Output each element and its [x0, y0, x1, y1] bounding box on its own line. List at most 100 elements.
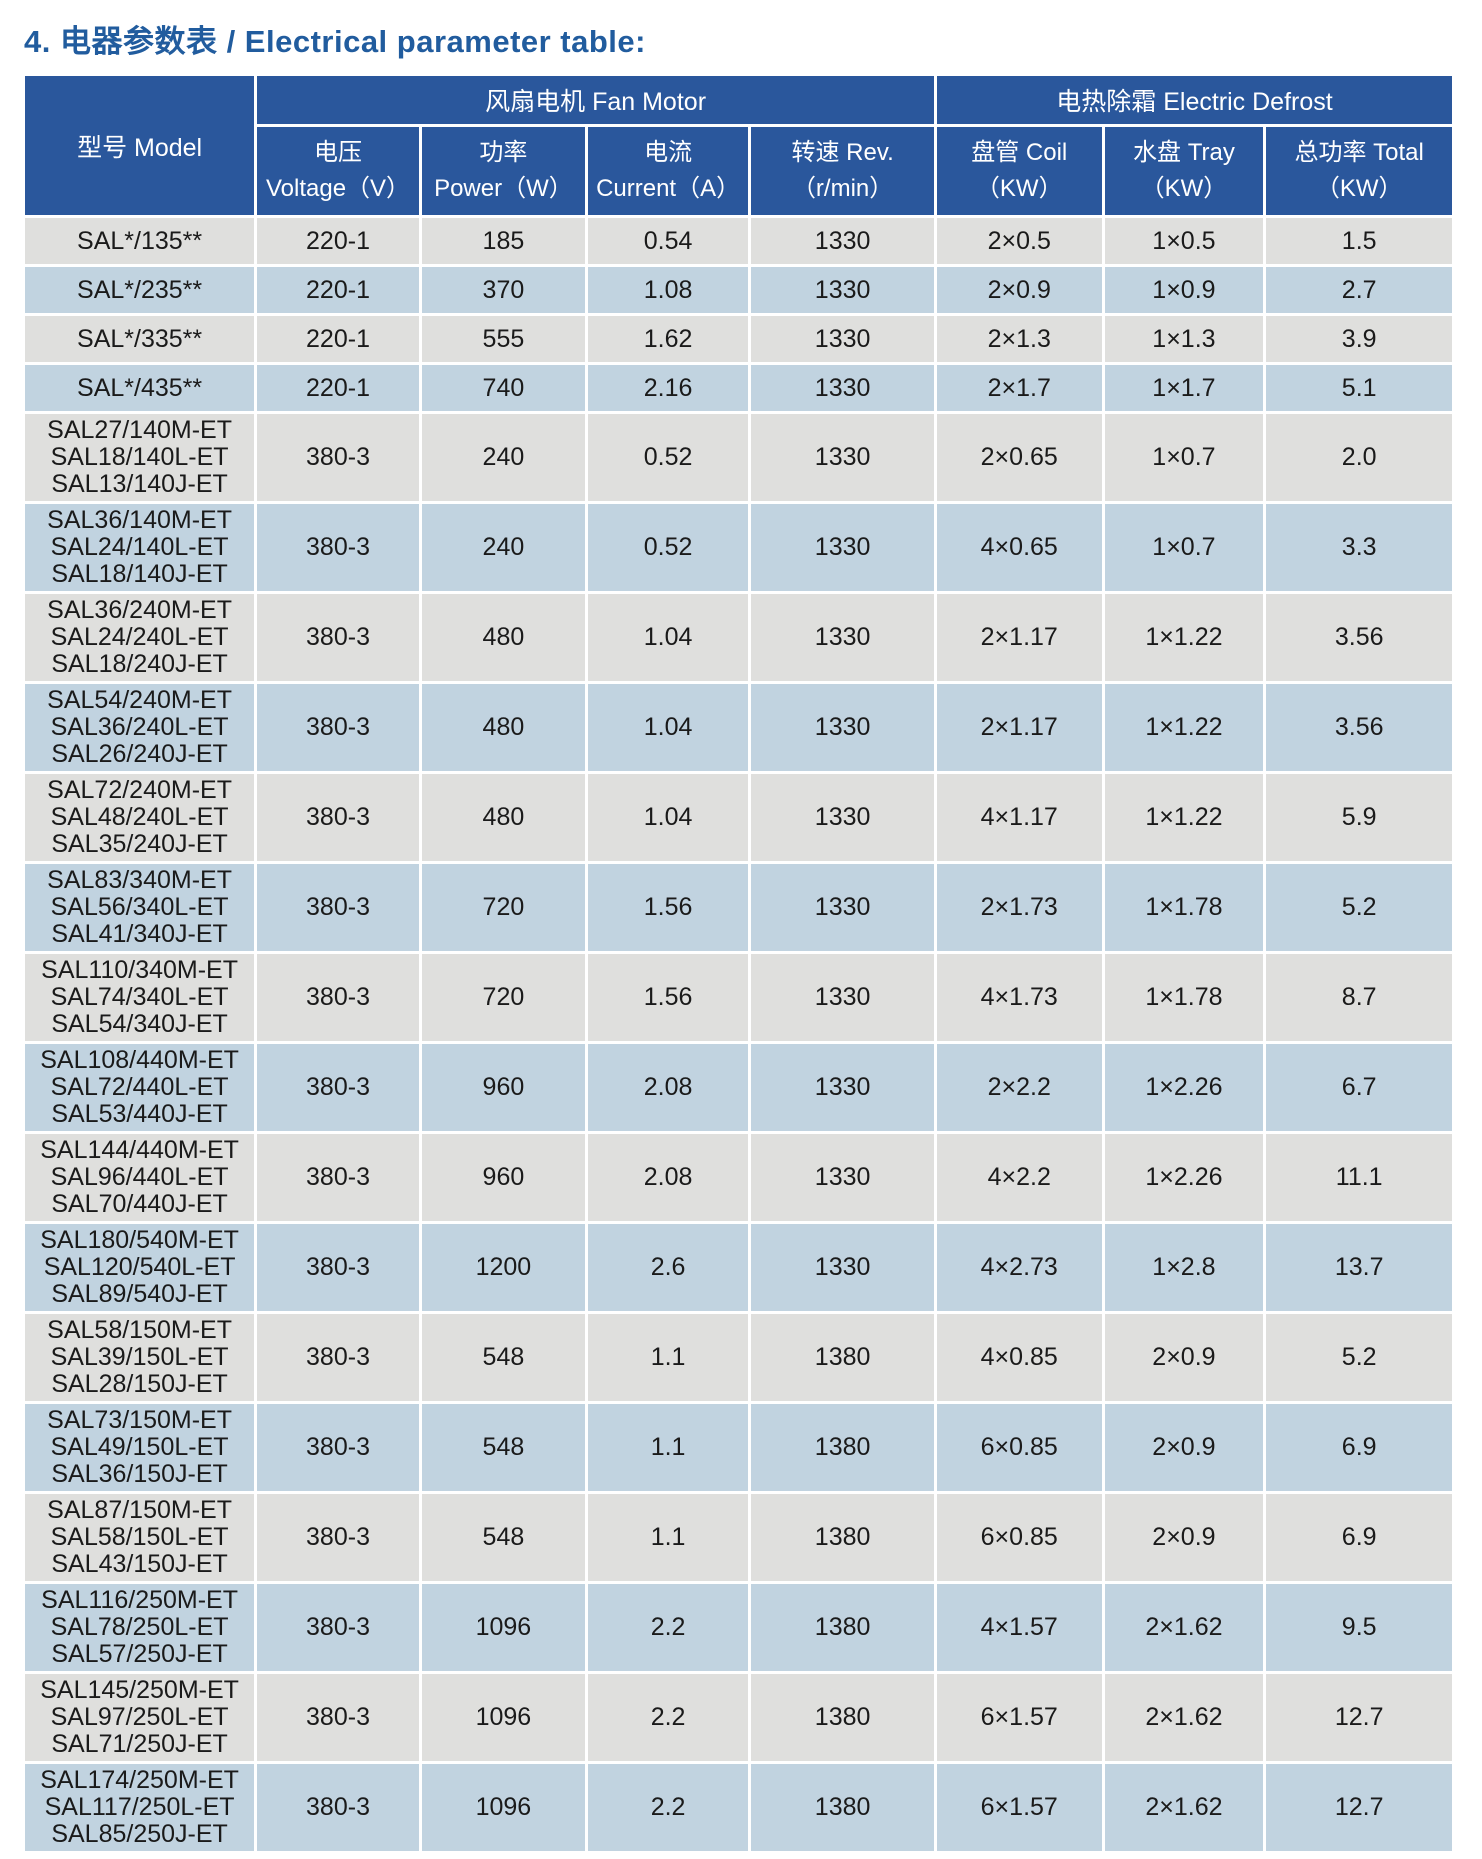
header-column-line2: Voltage（V） [265, 175, 411, 202]
table-row: SAL110/340M-ET SAL74/340L-ET SAL54/340J-… [25, 954, 1452, 1041]
coil-cell: 4×0.65 [937, 504, 1102, 591]
rev-cell: 1330 [751, 864, 934, 951]
tray-cell: 1×1.22 [1104, 774, 1264, 861]
coil-cell: 4×2.73 [937, 1224, 1102, 1311]
header-column-1: 功率 Power（W） [421, 127, 585, 215]
model-cell: SAL180/540M-ET SAL120/540L-ET SAL89/540J… [25, 1224, 255, 1311]
model-cell: SAL73/150M-ET SAL49/150L-ET SAL36/150J-E… [25, 1404, 255, 1491]
coil-cell: 2×0.9 [937, 267, 1102, 313]
table-row: SAL83/340M-ET SAL56/340L-ET SAL41/340J-E… [25, 864, 1452, 951]
power-cell: 548 [421, 1494, 585, 1581]
table-row: SAL54/240M-ET SAL36/240L-ET SAL26/240J-E… [25, 684, 1452, 771]
tray-cell: 1×1.78 [1104, 864, 1264, 951]
table-header: 型号 Model 风扇电机 Fan Motor 电热除霜 Electric De… [25, 76, 1452, 215]
tray-cell: 2×0.9 [1104, 1314, 1264, 1401]
model-cell: SAL27/140M-ET SAL18/140L-ET SAL13/140J-E… [25, 414, 255, 501]
header-column-line1: 总功率 Total [1294, 139, 1424, 166]
voltage-cell: 380-3 [257, 1314, 419, 1401]
model-cell: SAL145/250M-ET SAL97/250L-ET SAL71/250J-… [25, 1674, 255, 1761]
total-cell: 11.1 [1266, 1134, 1452, 1221]
voltage-cell: 380-3 [257, 594, 419, 681]
table-row: SAL58/150M-ET SAL39/150L-ET SAL28/150J-E… [25, 1314, 1452, 1401]
electrical-parameter-table: 型号 Model 风扇电机 Fan Motor 电热除霜 Electric De… [22, 73, 1455, 1854]
tray-cell: 2×0.9 [1104, 1494, 1264, 1581]
rev-cell: 1330 [751, 365, 934, 411]
coil-cell: 2×1.7 [937, 365, 1102, 411]
rev-cell: 1380 [751, 1404, 934, 1491]
tray-cell: 1×2.8 [1104, 1224, 1264, 1311]
table-row: SAL*/335** 220-1 555 1.62 1330 2×1.3 1×1… [25, 316, 1452, 362]
power-cell: 1096 [421, 1584, 585, 1671]
header-column-line2: Power（W） [434, 175, 573, 202]
power-cell: 1096 [421, 1764, 585, 1851]
power-cell: 480 [421, 684, 585, 771]
voltage-cell: 380-3 [257, 864, 419, 951]
model-cell: SAL144/440M-ET SAL96/440L-ET SAL70/440J-… [25, 1134, 255, 1221]
current-cell: 2.08 [587, 1134, 749, 1221]
current-cell: 0.52 [587, 504, 749, 591]
header-column-line1: 盘管 Coil [971, 139, 1068, 166]
voltage-cell: 380-3 [257, 414, 419, 501]
header-column-5: 水盘 Tray （KW） [1104, 127, 1264, 215]
coil-cell: 2×1.17 [937, 684, 1102, 771]
coil-cell: 2×1.17 [937, 594, 1102, 681]
model-cell: SAL110/340M-ET SAL74/340L-ET SAL54/340J-… [25, 954, 255, 1041]
rev-cell: 1380 [751, 1764, 934, 1851]
voltage-cell: 380-3 [257, 1404, 419, 1491]
current-cell: 2.16 [587, 365, 749, 411]
table-row: SAL36/140M-ET SAL24/140L-ET SAL18/140J-E… [25, 504, 1452, 591]
total-cell: 2.0 [1266, 414, 1452, 501]
total-cell: 8.7 [1266, 954, 1452, 1041]
total-cell: 3.56 [1266, 684, 1452, 771]
model-cell: SAL83/340M-ET SAL56/340L-ET SAL41/340J-E… [25, 864, 255, 951]
table-row: SAL36/240M-ET SAL24/240L-ET SAL18/240J-E… [25, 594, 1452, 681]
header-column-line2: （KW） [975, 175, 1063, 202]
coil-cell: 2×0.5 [937, 218, 1102, 264]
voltage-cell: 380-3 [257, 504, 419, 591]
rev-cell: 1380 [751, 1314, 934, 1401]
power-cell: 555 [421, 316, 585, 362]
tray-cell: 2×1.62 [1104, 1584, 1264, 1671]
table-row: SAL27/140M-ET SAL18/140L-ET SAL13/140J-E… [25, 414, 1452, 501]
current-cell: 2.2 [587, 1674, 749, 1761]
coil-cell: 6×0.85 [937, 1494, 1102, 1581]
rev-cell: 1330 [751, 954, 934, 1041]
tray-cell: 1×2.26 [1104, 1044, 1264, 1131]
rev-cell: 1330 [751, 594, 934, 681]
header-column-3: 转速 Rev. （r/min） [751, 127, 934, 215]
current-cell: 2.08 [587, 1044, 749, 1131]
total-cell: 6.7 [1266, 1044, 1452, 1131]
rev-cell: 1330 [751, 774, 934, 861]
current-cell: 1.1 [587, 1404, 749, 1491]
tray-cell: 1×1.3 [1104, 316, 1264, 362]
header-sub-row: 电压 Voltage（V） 功率 Power（W） 电流 Current（A） … [25, 127, 1452, 215]
current-cell: 1.04 [587, 684, 749, 771]
power-cell: 720 [421, 954, 585, 1041]
power-cell: 1096 [421, 1674, 585, 1761]
header-column-line1: 电流 [644, 139, 693, 166]
table-row: SAL108/440M-ET SAL72/440L-ET SAL53/440J-… [25, 1044, 1452, 1131]
coil-cell: 4×1.73 [937, 954, 1102, 1041]
power-cell: 185 [421, 218, 585, 264]
model-cell: SAL174/250M-ET SAL117/250L-ET SAL85/250J… [25, 1764, 255, 1851]
power-cell: 548 [421, 1404, 585, 1491]
header-column-6: 总功率 Total （KW） [1266, 127, 1452, 215]
coil-cell: 4×0.85 [937, 1314, 1102, 1401]
rev-cell: 1330 [751, 504, 934, 591]
rev-cell: 1380 [751, 1584, 934, 1671]
model-cell: SAL58/150M-ET SAL39/150L-ET SAL28/150J-E… [25, 1314, 255, 1401]
total-cell: 6.9 [1266, 1494, 1452, 1581]
voltage-cell: 380-3 [257, 1494, 419, 1581]
total-cell: 5.9 [1266, 774, 1452, 861]
power-cell: 960 [421, 1134, 585, 1221]
current-cell: 1.1 [587, 1494, 749, 1581]
power-cell: 480 [421, 774, 585, 861]
table-row: SAL145/250M-ET SAL97/250L-ET SAL71/250J-… [25, 1674, 1452, 1761]
rev-cell: 1330 [751, 1224, 934, 1311]
table-body: SAL*/135** 220-1 185 0.54 1330 2×0.5 1×0… [25, 218, 1452, 1851]
voltage-cell: 220-1 [257, 316, 419, 362]
rev-cell: 1330 [751, 267, 934, 313]
rev-cell: 1330 [751, 218, 934, 264]
current-cell: 2.2 [587, 1764, 749, 1851]
table-row: SAL73/150M-ET SAL49/150L-ET SAL36/150J-E… [25, 1404, 1452, 1491]
